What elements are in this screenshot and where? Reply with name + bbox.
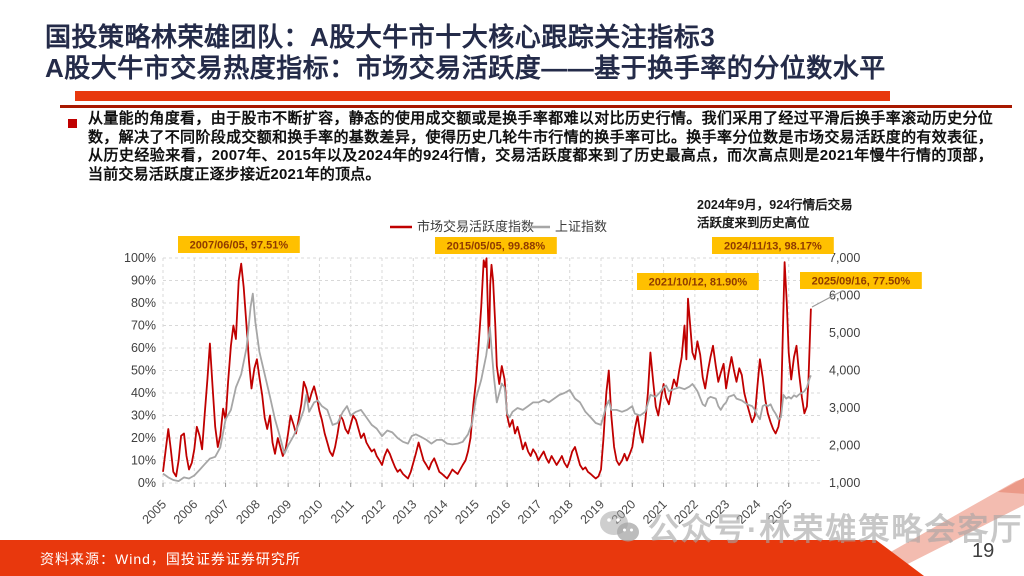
right-axis-tick: 5,000 xyxy=(829,326,860,340)
left-axis-tick: 60% xyxy=(131,341,156,355)
bullet-square-icon xyxy=(68,119,77,128)
annotation-leader xyxy=(811,290,843,308)
series-sse-line xyxy=(162,292,812,482)
x-axis-tick: 2017 xyxy=(515,497,545,527)
title-underline-rule xyxy=(60,105,1012,108)
x-axis-tick: 2016 xyxy=(484,497,514,527)
x-axis-tick: 2015 xyxy=(452,497,482,527)
title-underline-bar xyxy=(75,91,890,101)
annotation-highlight xyxy=(435,237,557,254)
wechat-icon xyxy=(600,510,639,541)
right-axis-tick: 1,000 xyxy=(829,476,860,490)
x-axis-tick: 2009 xyxy=(265,497,295,527)
annotation-label: 2024/11/13, 98.17% xyxy=(724,241,822,253)
annotation-highlight xyxy=(800,272,922,289)
left-axis-tick: 100% xyxy=(124,251,156,265)
right-axis-tick: 2,000 xyxy=(829,439,860,453)
x-axis-tick: 2012 xyxy=(359,497,389,527)
left-axis-tick: 10% xyxy=(131,454,156,468)
left-axis-tick: 80% xyxy=(131,296,156,310)
right-axis-tick: 6,000 xyxy=(829,289,860,303)
right-axis-tick: 4,000 xyxy=(829,364,860,378)
legend-label-1: 上证指数 xyxy=(555,219,607,234)
turnover-percentile-chart: 0% 10% 20% 30% 40% 50% 60% 70% 80% 90% 100% 2005 200… xyxy=(0,195,1024,540)
left-axis-tick: 90% xyxy=(131,274,156,288)
chart-note-line1: 2024年9月，924行情后交易 xyxy=(697,197,853,212)
wechat-watermark: 公众号·林荣雄策略会客厅 xyxy=(598,504,1023,549)
page-title: 国投策略林荣雄团队：A股大牛市十大核心跟踪关注指标3 A股大牛市交易热度指标：市… xyxy=(45,22,995,84)
title-line-2: A股大牛市交易热度指标：市场交易活跃度——基于换手率的分位数水平 xyxy=(45,53,886,83)
annotation-label: 2007/06/05, 97.51% xyxy=(190,240,289,252)
left-axis-tick: 0% xyxy=(138,476,156,490)
right-axis-tick: 7,000 xyxy=(829,251,860,265)
left-axis-tick: 20% xyxy=(131,431,156,445)
title-line-1: 国投策略林荣雄团队：A股大牛市十大核心跟踪关注指标3 xyxy=(45,22,716,52)
chart-canvas: 0%10%20%30%40%50%60%70%80%90%100%2005 200… xyxy=(124,197,922,527)
source-text: 资料来源：Wind，国投证券证券研究所 xyxy=(40,551,301,567)
x-axis-tick: 2005 xyxy=(140,497,170,527)
x-axis-tick: 2006 xyxy=(171,497,201,527)
body-paragraph: 从量能的角度看，由于股市不断扩容，静态的使用成交额或是换手率都难以对比历史行情。… xyxy=(88,110,993,183)
x-axis-tick: 2011 xyxy=(328,497,357,526)
left-axis-tick: 50% xyxy=(131,364,156,378)
chart-note-line2: 活跃度来到历史高位 xyxy=(697,215,810,230)
right-axis-tick: 3,000 xyxy=(829,401,860,415)
annotation-highlight xyxy=(637,273,759,290)
x-axis-tick: 2007 xyxy=(202,497,232,527)
watermark-text: 公众号·林荣雄策略会客厅 xyxy=(648,512,1024,547)
annotation-highlight xyxy=(178,236,300,253)
left-axis-tick: 40% xyxy=(131,386,156,400)
x-axis-tick: 2018 xyxy=(546,497,576,527)
x-axis-tick: 2008 xyxy=(233,497,263,527)
x-axis-tick: 2014 xyxy=(421,497,451,527)
left-axis-tick: 70% xyxy=(131,319,156,333)
annotation-label: 2015/05/05, 99.88% xyxy=(447,241,546,253)
series-activity-line xyxy=(162,257,812,480)
x-axis-tick: 2010 xyxy=(296,497,326,527)
page-number: 19 xyxy=(972,540,995,562)
x-axis-tick: 2013 xyxy=(390,497,420,527)
annotation-label: 2021/10/12, 81.90% xyxy=(649,277,748,289)
annotation-label: 2025/09/16, 77.50% xyxy=(812,276,911,288)
annotation-highlight xyxy=(712,237,834,254)
left-axis-tick: 30% xyxy=(131,409,156,423)
legend-label-0: 市场交易活跃度指数 xyxy=(417,219,534,234)
